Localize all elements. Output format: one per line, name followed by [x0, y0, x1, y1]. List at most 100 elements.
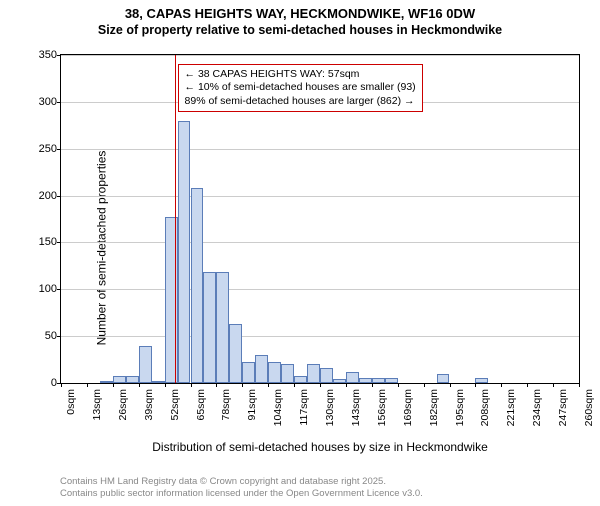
histogram-bar	[320, 368, 333, 383]
y-tick-label: 100	[39, 283, 57, 295]
x-tick-label: 130sqm	[324, 389, 336, 426]
y-tick-mark	[57, 289, 61, 290]
x-tick-mark	[242, 383, 243, 387]
histogram-bar	[372, 378, 385, 383]
x-tick-label: 52sqm	[169, 389, 181, 421]
x-tick-label: 260sqm	[583, 389, 595, 426]
x-tick-label: 195sqm	[454, 389, 466, 426]
grid-line	[61, 289, 579, 290]
x-tick-mark	[61, 383, 62, 387]
annotation-box: ← 38 CAPAS HEIGHTS WAY: 57sqm← 10% of se…	[178, 64, 423, 111]
x-tick-mark	[346, 383, 347, 387]
x-tick-label: 26sqm	[117, 389, 129, 421]
x-tick-label: 221sqm	[505, 389, 517, 426]
x-tick-label: 143sqm	[350, 389, 362, 426]
chart-title-line2: Size of property relative to semi-detach…	[0, 23, 600, 37]
histogram-bar	[307, 364, 320, 383]
x-tick-label: 247sqm	[557, 389, 569, 426]
y-tick-mark	[57, 149, 61, 150]
y-tick-mark	[57, 102, 61, 103]
chart-title-line1: 38, CAPAS HEIGHTS WAY, HECKMONDWIKE, WF1…	[0, 6, 600, 21]
x-tick-label: 156sqm	[376, 389, 388, 426]
y-tick-label: 200	[39, 190, 57, 202]
histogram-bar	[229, 324, 242, 383]
x-tick-mark	[294, 383, 295, 387]
x-tick-label: 39sqm	[143, 389, 155, 421]
x-tick-label: 104sqm	[272, 389, 284, 426]
x-tick-mark	[398, 383, 399, 387]
footer-attribution: Contains HM Land Registry data © Crown c…	[60, 476, 423, 500]
x-tick-mark	[139, 383, 140, 387]
grid-line	[61, 196, 579, 197]
grid-line	[61, 336, 579, 337]
histogram-bar	[191, 188, 204, 383]
histogram-bar	[281, 364, 294, 383]
footer-line2: Contains public sector information licen…	[60, 488, 423, 500]
x-tick-label: 182sqm	[428, 389, 440, 426]
x-tick-mark	[268, 383, 269, 387]
y-tick-label: 300	[39, 96, 57, 108]
property-marker-line	[175, 55, 176, 383]
y-tick-label: 50	[45, 330, 57, 342]
grid-line	[61, 242, 579, 243]
y-tick-mark	[57, 336, 61, 337]
histogram-bar	[242, 362, 255, 383]
x-tick-mark	[579, 383, 580, 387]
x-tick-mark	[553, 383, 554, 387]
histogram-bar	[294, 376, 307, 383]
histogram-bar	[385, 378, 398, 383]
histogram-bar	[475, 378, 488, 383]
x-tick-mark	[450, 383, 451, 387]
histogram-bar	[100, 381, 113, 383]
histogram-bar	[139, 346, 152, 383]
annotation-line: ← 38 CAPAS HEIGHTS WAY: 57sqm	[185, 68, 416, 81]
x-tick-label: 208sqm	[479, 389, 491, 426]
x-tick-mark	[501, 383, 502, 387]
x-tick-label: 169sqm	[402, 389, 414, 426]
histogram-bar	[113, 376, 126, 383]
x-axis-label: Distribution of semi-detached houses by …	[60, 440, 580, 454]
histogram-bar	[126, 376, 139, 383]
grid-line	[61, 149, 579, 150]
x-tick-mark	[475, 383, 476, 387]
x-tick-label: 65sqm	[195, 389, 207, 421]
y-tick-mark	[57, 55, 61, 56]
x-tick-mark	[424, 383, 425, 387]
histogram-bar	[437, 374, 450, 383]
x-tick-mark	[113, 383, 114, 387]
grid-line	[61, 55, 579, 56]
histogram-bar	[203, 272, 216, 383]
x-tick-label: 78sqm	[220, 389, 232, 421]
x-tick-mark	[527, 383, 528, 387]
x-tick-label: 13sqm	[91, 389, 103, 421]
x-tick-mark	[87, 383, 88, 387]
x-tick-mark	[165, 383, 166, 387]
y-tick-label: 350	[39, 49, 57, 61]
histogram-bar	[178, 121, 191, 383]
histogram-bar	[359, 378, 372, 383]
histogram-bar	[152, 381, 165, 383]
y-tick-mark	[57, 242, 61, 243]
annotation-line: 89% of semi-detached houses are larger (…	[185, 95, 416, 108]
histogram-bar	[346, 372, 359, 383]
y-tick-label: 150	[39, 236, 57, 248]
histogram-bar	[333, 379, 346, 383]
x-tick-label: 234sqm	[531, 389, 543, 426]
histogram-bar	[216, 272, 229, 383]
chart-area: Number of semi-detached properties 05010…	[0, 48, 600, 448]
x-tick-mark	[372, 383, 373, 387]
footer-line1: Contains HM Land Registry data © Crown c…	[60, 476, 423, 488]
plot-area: 050100150200250300350← 38 CAPAS HEIGHTS …	[60, 54, 580, 384]
histogram-bar	[165, 217, 178, 383]
y-tick-label: 250	[39, 143, 57, 155]
x-tick-mark	[320, 383, 321, 387]
x-tick-label: 0sqm	[65, 389, 77, 415]
x-tick-mark	[216, 383, 217, 387]
x-tick-label: 91sqm	[246, 389, 258, 421]
x-tick-mark	[191, 383, 192, 387]
histogram-bar	[255, 355, 268, 383]
annotation-line: ← 10% of semi-detached houses are smalle…	[185, 81, 416, 94]
y-tick-mark	[57, 196, 61, 197]
histogram-bar	[268, 362, 281, 383]
x-tick-label: 117sqm	[298, 389, 310, 426]
